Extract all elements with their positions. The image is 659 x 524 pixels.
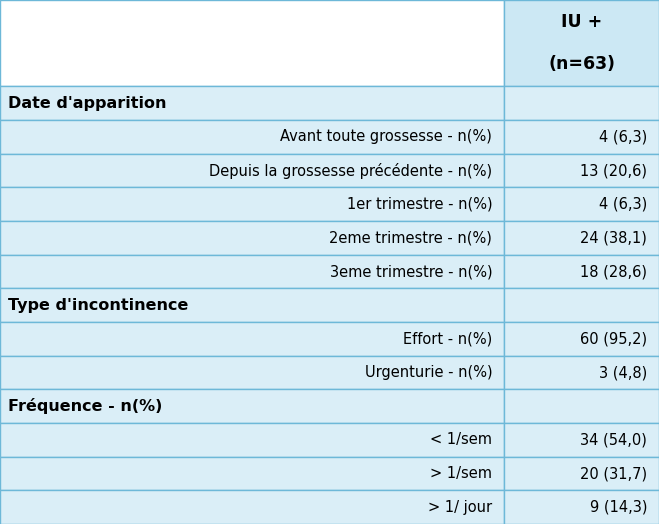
Bar (0, 457, 504, 490)
Bar (0, 423, 504, 457)
Bar (0, 188, 504, 221)
Text: 2eme trimestre - n(%): 2eme trimestre - n(%) (330, 231, 492, 245)
Text: < 1/sem: < 1/sem (430, 432, 492, 447)
Text: Avant toute grossesse - n(%): Avant toute grossesse - n(%) (280, 129, 492, 145)
Text: 18 (28,6): 18 (28,6) (580, 264, 647, 279)
Bar (504, 0, 659, 86)
Bar (0, 490, 504, 524)
Text: 3 (4,8): 3 (4,8) (599, 365, 647, 380)
Text: 13 (20,6): 13 (20,6) (580, 163, 647, 178)
Text: > 1/ jour: > 1/ jour (428, 500, 492, 515)
Text: 24 (38,1): 24 (38,1) (581, 231, 647, 245)
Text: Urgenturie - n(%): Urgenturie - n(%) (364, 365, 492, 380)
Text: IU +

(n=63): IU + (n=63) (548, 14, 615, 73)
Bar (0, 221, 504, 255)
Bar (504, 221, 659, 255)
Bar (0, 0, 504, 86)
Bar (504, 423, 659, 457)
Bar (0, 86, 504, 120)
Bar (504, 188, 659, 221)
Text: 9 (14,3): 9 (14,3) (590, 500, 647, 515)
Text: 4 (6,3): 4 (6,3) (599, 129, 647, 145)
Bar (504, 389, 659, 423)
Bar (504, 490, 659, 524)
Bar (0, 389, 504, 423)
Bar (504, 288, 659, 322)
Bar (504, 322, 659, 356)
Text: Type d'incontinence: Type d'incontinence (8, 298, 188, 313)
Bar (0, 154, 504, 188)
Text: 34 (54,0): 34 (54,0) (581, 432, 647, 447)
Text: 4 (6,3): 4 (6,3) (599, 196, 647, 212)
Bar (504, 356, 659, 389)
Bar (0, 356, 504, 389)
Bar (504, 255, 659, 288)
Bar (0, 322, 504, 356)
Text: 3eme trimestre - n(%): 3eme trimestre - n(%) (330, 264, 492, 279)
Bar (504, 154, 659, 188)
Text: Effort - n(%): Effort - n(%) (403, 331, 492, 346)
Text: 20 (31,7): 20 (31,7) (580, 466, 647, 481)
Text: Depuis la grossesse précédente - n(%): Depuis la grossesse précédente - n(%) (209, 162, 492, 179)
Text: 60 (95,2): 60 (95,2) (580, 331, 647, 346)
Bar (0, 288, 504, 322)
Text: Date d'apparition: Date d'apparition (8, 96, 167, 111)
Text: > 1/sem: > 1/sem (430, 466, 492, 481)
Text: 1er trimestre - n(%): 1er trimestre - n(%) (347, 196, 492, 212)
Bar (504, 457, 659, 490)
Bar (504, 120, 659, 154)
Bar (0, 120, 504, 154)
Bar (504, 86, 659, 120)
Text: Fréquence - n(%): Fréquence - n(%) (8, 398, 162, 414)
Bar (0, 255, 504, 288)
